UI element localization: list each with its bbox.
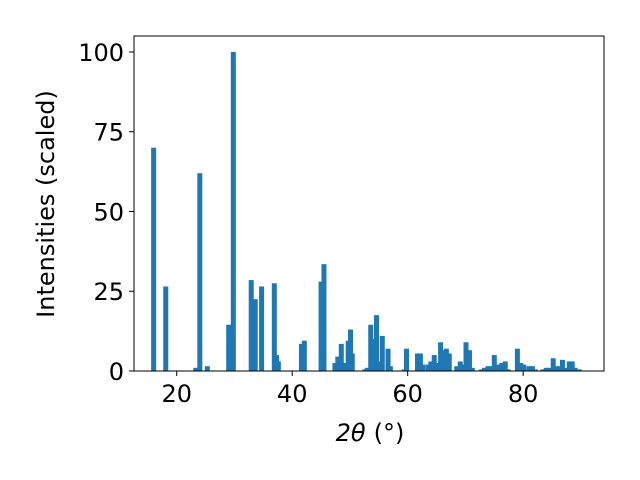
x-axis-label-symbol: 2θ xyxy=(336,419,366,447)
bar xyxy=(572,367,578,371)
bar xyxy=(529,366,535,371)
bar xyxy=(514,348,520,371)
bar xyxy=(348,329,354,371)
bar xyxy=(466,350,472,371)
bar xyxy=(417,353,423,371)
x-axis-label-unit: (°) xyxy=(374,419,405,447)
bar xyxy=(479,369,485,371)
y-axis-label: Intensities (scaled) xyxy=(32,90,60,318)
bar xyxy=(193,367,199,371)
bar xyxy=(415,353,420,371)
y-tick-label: 50 xyxy=(93,198,124,226)
bar xyxy=(374,315,380,371)
bar xyxy=(321,264,327,371)
bar xyxy=(338,343,344,371)
bar xyxy=(275,361,281,371)
bar xyxy=(349,353,355,371)
bar xyxy=(197,173,203,371)
bar-series xyxy=(151,51,582,371)
bar xyxy=(532,369,538,371)
bar xyxy=(163,286,169,371)
bar xyxy=(457,361,463,371)
bar xyxy=(425,364,431,371)
bar xyxy=(505,369,511,371)
bar xyxy=(576,369,582,371)
bar xyxy=(364,367,370,371)
bar xyxy=(540,369,546,371)
bar xyxy=(248,280,254,371)
bar xyxy=(301,340,307,371)
bar xyxy=(502,361,508,371)
bar xyxy=(488,366,494,371)
x-axis-ticks: 20 40 60 80 xyxy=(161,371,538,408)
bar xyxy=(151,147,157,371)
bar xyxy=(376,361,382,371)
y-tick-label: 75 xyxy=(93,119,124,147)
bar xyxy=(318,281,324,371)
bar xyxy=(485,366,491,371)
bar xyxy=(491,355,497,371)
bar xyxy=(559,359,565,371)
bar xyxy=(563,367,569,371)
bar xyxy=(230,51,236,371)
bar xyxy=(460,364,466,371)
bar xyxy=(420,364,426,371)
bar xyxy=(271,283,277,371)
x-tick-label: 40 xyxy=(277,380,308,408)
bar xyxy=(557,366,563,371)
bar xyxy=(342,363,348,371)
bar xyxy=(332,363,338,371)
y-tick-label: 0 xyxy=(109,358,124,386)
bar xyxy=(379,335,385,371)
bar xyxy=(481,367,487,371)
bar xyxy=(387,366,393,371)
y-tick-label: 100 xyxy=(78,39,124,67)
bar xyxy=(518,363,524,371)
bar xyxy=(204,366,210,371)
bar xyxy=(368,324,374,371)
bar xyxy=(569,361,575,371)
bar xyxy=(431,355,437,371)
x-axis-label: 2θ (°) xyxy=(336,419,405,447)
bar xyxy=(543,367,549,371)
bar xyxy=(226,324,232,371)
bar xyxy=(385,348,391,371)
bar xyxy=(404,348,410,371)
x-tick-label: 20 xyxy=(161,380,192,408)
bar xyxy=(434,363,440,371)
bar xyxy=(547,367,553,371)
y-axis-ticks: 0 25 50 75 100 xyxy=(78,39,134,386)
x-tick-label: 60 xyxy=(392,380,423,408)
bar xyxy=(553,366,559,371)
bar xyxy=(526,366,532,371)
bar xyxy=(443,348,449,371)
bar xyxy=(440,350,446,371)
bar xyxy=(428,361,434,371)
bar xyxy=(454,366,460,371)
bar xyxy=(371,339,377,371)
x-tick-label: 80 xyxy=(508,380,539,408)
bar xyxy=(446,353,452,371)
bar xyxy=(335,356,341,371)
bar xyxy=(499,363,505,371)
bar xyxy=(469,367,475,371)
bar xyxy=(298,343,304,371)
bar xyxy=(550,358,556,371)
bar xyxy=(566,361,572,371)
bar xyxy=(495,364,501,371)
bar xyxy=(259,286,265,371)
bar xyxy=(521,364,527,371)
y-tick-label: 25 xyxy=(93,278,124,306)
plot-frame xyxy=(133,35,605,372)
bar xyxy=(463,342,469,371)
bar xyxy=(438,342,444,371)
bar xyxy=(252,299,258,371)
